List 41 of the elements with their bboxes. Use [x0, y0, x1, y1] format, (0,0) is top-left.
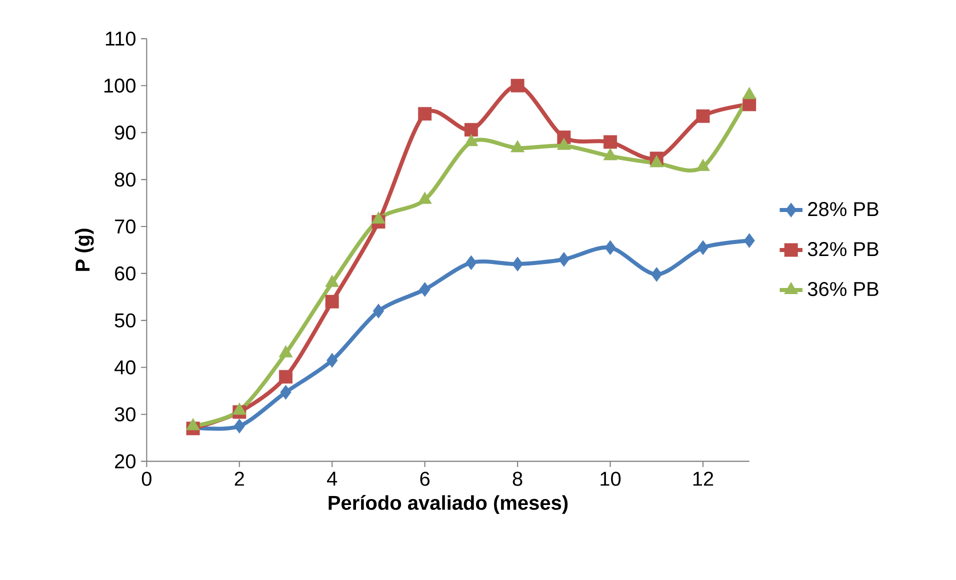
point [464, 123, 478, 137]
point [604, 240, 616, 256]
point [558, 252, 570, 267]
y-tick-label: 50 [114, 313, 136, 328]
point [696, 109, 710, 123]
point [744, 233, 755, 248]
legend-label: 28% PB [808, 202, 878, 216]
y-tick-label: 110 [106, 32, 136, 46]
point [419, 282, 430, 297]
point [234, 418, 245, 434]
point [418, 107, 432, 121]
y-tick-label: 60 [115, 266, 136, 281]
x-tick-label: 4 [327, 472, 338, 486]
y-axis-title: P (g) [75, 228, 94, 271]
x-axis-title: Período avaliado (meses) [328, 495, 568, 514]
point [280, 384, 292, 400]
y-tick-label: 80 [114, 172, 136, 187]
point [510, 78, 524, 92]
y-tick-label: 100 [104, 78, 136, 93]
y-tick-label: 30 [114, 407, 136, 422]
x-tick-label: 2 [234, 472, 244, 486]
x-tick-label: 0 [142, 472, 152, 486]
legend-label: 32% PB [808, 242, 878, 256]
y-tick-label: 70 [115, 219, 136, 234]
y-tick-label: 90 [114, 126, 136, 140]
x-tick-label: 6 [420, 472, 430, 486]
point [512, 256, 524, 272]
point [697, 240, 709, 256]
legend-label: 36% PB [808, 282, 878, 296]
x-tick-label: 12 [693, 472, 714, 486]
y-tick-label: 40 [114, 360, 136, 374]
point [326, 352, 338, 368]
point [466, 255, 477, 270]
y-tick-label: 20 [115, 454, 136, 468]
x-tick-label: 8 [512, 472, 522, 486]
point [279, 370, 292, 384]
point [325, 294, 339, 308]
point [604, 135, 618, 149]
x-tick-label: 10 [600, 472, 621, 486]
point [372, 304, 384, 318]
point [651, 266, 662, 282]
